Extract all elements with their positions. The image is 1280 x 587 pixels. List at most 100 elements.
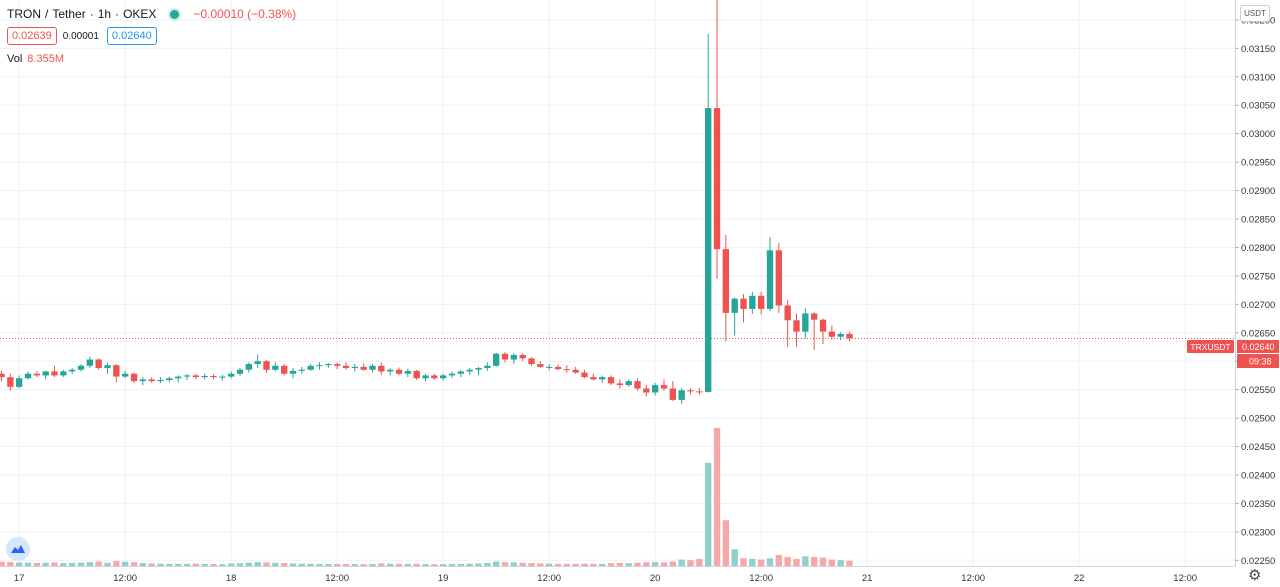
- candle-body: [174, 376, 182, 379]
- candle-body: [643, 388, 650, 393]
- candle-body: [245, 364, 253, 370]
- candle-body: [784, 305, 791, 321]
- candle: [704, 34, 712, 393]
- interval[interactable]: 1h: [97, 7, 112, 21]
- candle: [192, 373, 200, 380]
- volume-bar: [139, 563, 147, 566]
- volume-bar: [24, 562, 32, 566]
- candle: [0, 370, 5, 382]
- time-tick-label: 12:00: [113, 573, 137, 584]
- candle: [104, 362, 111, 374]
- price-tick-label: 0.03050: [1241, 101, 1275, 112]
- price-tick-label: 0.02750: [1241, 271, 1275, 282]
- price-axis[interactable]: 0.032000.031500.031000.030500.030000.029…: [1235, 15, 1275, 567]
- symbol-legend[interactable]: TRON / Tether · 1h · OKEX −0.00010 (−0.3…: [7, 7, 296, 21]
- candle: [749, 291, 756, 315]
- logo-wave-icon: [11, 545, 25, 553]
- candle: [33, 370, 41, 378]
- candle: [227, 371, 235, 379]
- volume-bar: [802, 556, 809, 566]
- volume-bar: [431, 564, 438, 566]
- candle: [819, 318, 827, 345]
- price-tick-label: 0.03150: [1241, 44, 1275, 55]
- candle-body: [157, 379, 164, 382]
- candle: [174, 375, 182, 383]
- volume-bar: [749, 558, 756, 566]
- volume-bar: [51, 562, 58, 566]
- candle-body: [757, 295, 765, 309]
- currency-button[interactable]: USDT: [1240, 5, 1270, 22]
- candle: [731, 297, 738, 336]
- candle-body: [192, 375, 200, 378]
- candle: [643, 385, 650, 397]
- candle: [325, 362, 332, 369]
- candle: [475, 366, 482, 376]
- tradingview-logo-icon[interactable]: [6, 537, 30, 561]
- volume-bar: [537, 563, 544, 566]
- price-tick-label: 0.02250: [1241, 556, 1275, 567]
- market-status-icon: [168, 7, 182, 21]
- candle: [563, 365, 571, 373]
- candle-body: [466, 369, 473, 372]
- volume-bar: [775, 555, 783, 566]
- candle-body: [121, 373, 129, 377]
- volume-bar: [422, 564, 429, 566]
- candle-body: [819, 319, 827, 332]
- volume-bar: [660, 562, 668, 566]
- candle-body: [775, 250, 783, 306]
- volume-bar: [766, 558, 774, 566]
- time-tick-label: 12:00: [1173, 573, 1197, 584]
- volume-legend[interactable]: Vol 8.355M: [7, 53, 64, 65]
- volume-bar: [351, 564, 359, 566]
- candle-body: [219, 376, 226, 378]
- candle-body: [802, 313, 809, 332]
- candle-body: [731, 298, 738, 313]
- ask-price[interactable]: 0.02640: [106, 27, 157, 45]
- candle: [766, 237, 774, 312]
- countdown-box: [1237, 354, 1279, 368]
- candle: [554, 364, 562, 371]
- candle: [121, 370, 129, 379]
- volume-bar: [457, 563, 465, 566]
- candle-body: [0, 373, 5, 378]
- candle-body: [660, 385, 668, 389]
- volume-bar: [519, 562, 526, 566]
- candle-body: [492, 353, 500, 366]
- candle: [95, 358, 102, 370]
- candle-body: [104, 365, 111, 369]
- candle-body: [113, 365, 120, 377]
- candle: [660, 379, 668, 391]
- symbol-name[interactable]: TRON: [7, 7, 41, 21]
- candle: [148, 377, 155, 383]
- volume-bar: [342, 564, 350, 566]
- separator: ·: [89, 7, 94, 21]
- volume-value: 8.355M: [27, 53, 64, 65]
- candle: [713, 0, 721, 279]
- time-axis[interactable]: 17 12:00 18 12:00 19 12:00 20 12:00 21 12:00 22 12:…: [14, 573, 1197, 584]
- volume-bar: [572, 563, 579, 566]
- price-tick-label: 0.02400: [1241, 470, 1275, 481]
- volume-bar: [369, 564, 376, 566]
- volume-bar: [360, 564, 367, 566]
- candle: [598, 375, 606, 383]
- gear-icon[interactable]: ⚙: [1248, 567, 1262, 584]
- volume-bar: [651, 562, 659, 566]
- candle: [581, 369, 588, 379]
- candle: [254, 354, 261, 369]
- volume-bar: [846, 560, 853, 566]
- candle-body: [448, 373, 456, 376]
- candle-body: [413, 370, 420, 379]
- volume-bar: [33, 562, 41, 566]
- bid-price[interactable]: 0.02639: [7, 27, 57, 45]
- candle-body: [404, 370, 412, 374]
- candle: [369, 364, 376, 373]
- volume-bar: [15, 562, 23, 566]
- candle: [413, 369, 420, 380]
- candle-body: [846, 333, 853, 339]
- volume-bar: [484, 562, 491, 566]
- candle: [625, 379, 632, 387]
- candle-body: [669, 388, 677, 400]
- volume-bar: [272, 562, 279, 566]
- volume-bar: [607, 563, 615, 566]
